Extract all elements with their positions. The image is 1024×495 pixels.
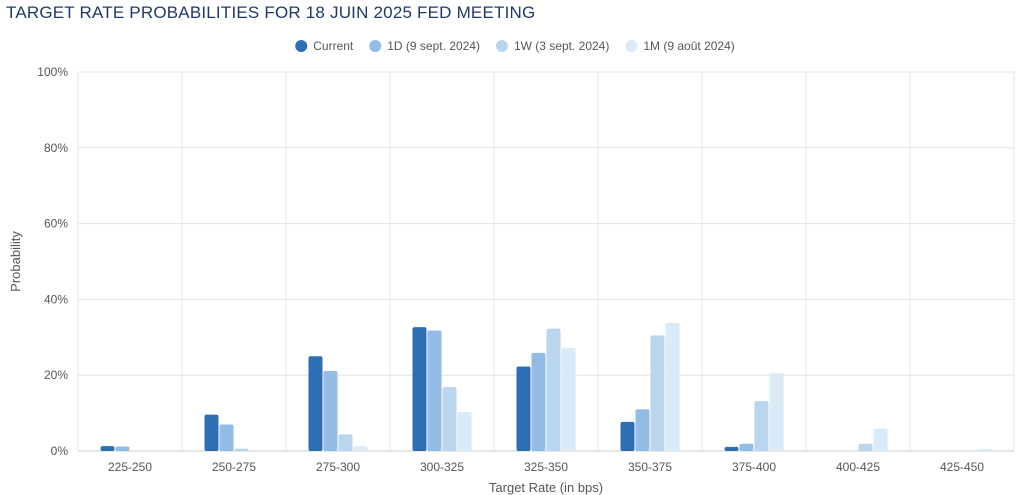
bar[interactable] [442, 386, 457, 451]
x-tick-label: 250-275 [212, 460, 256, 474]
y-tick-label: 20% [44, 368, 68, 382]
legend-label: Current [313, 39, 354, 53]
bar[interactable] [561, 347, 576, 451]
x-axis-title: Target Rate (in bps) [489, 480, 603, 495]
chart-title: TARGET RATE PROBABILITIES FOR 18 JUIN 20… [6, 3, 536, 22]
y-tick-label: 60% [44, 217, 68, 231]
legend-item[interactable]: Current [295, 39, 354, 53]
axis-layer: 0% 20% 40% 60% 80% 100% 225-250 250-275 275-300 3… [37, 65, 984, 474]
bar[interactable] [546, 328, 561, 451]
bar[interactable] [650, 335, 665, 451]
legend-label: 1D (9 sept. 2024) [387, 39, 480, 53]
bar[interactable] [412, 327, 427, 451]
x-tick-label: 375-400 [732, 460, 776, 474]
x-tick-label: 350-375 [628, 460, 672, 474]
bar[interactable] [739, 443, 754, 451]
bar[interactable] [873, 428, 888, 451]
bar[interactable] [635, 409, 650, 451]
bar[interactable] [100, 446, 115, 451]
bar[interactable] [353, 446, 368, 451]
x-tick-label: 300-325 [420, 460, 464, 474]
legend-marker [295, 40, 308, 52]
legend: Current 1D (9 sept. 2024) 1W (3 sept. 2024… [295, 39, 735, 53]
bar[interactable] [620, 421, 635, 451]
bar[interactable] [754, 400, 769, 451]
legend-item[interactable]: 1W (3 sept. 2024) [495, 39, 609, 53]
y-axis-title: Probability [8, 231, 23, 292]
y-tick-label: 40% [44, 292, 68, 306]
y-tick-label: 100% [37, 65, 68, 79]
x-tick-label: 325-350 [524, 460, 568, 474]
bar[interactable] [724, 446, 739, 451]
bar[interactable] [427, 330, 442, 451]
x-tick-label: 225-250 [108, 460, 152, 474]
x-tick-label: 275-300 [316, 460, 360, 474]
bar[interactable] [457, 411, 472, 451]
x-tick-label: 425-450 [940, 460, 984, 474]
legend-marker [625, 40, 638, 52]
bar[interactable] [234, 448, 249, 451]
bar[interactable] [308, 356, 323, 451]
bar[interactable] [665, 322, 680, 451]
y-tick-label: 0% [51, 444, 69, 458]
bar[interactable] [338, 434, 353, 451]
legend-label: 1W (3 sept. 2024) [514, 39, 609, 53]
legend-marker [369, 40, 382, 52]
bar[interactable] [323, 371, 338, 451]
bar[interactable] [858, 443, 873, 451]
bar[interactable] [977, 449, 992, 451]
legend-label: 1M (9 août 2024) [643, 39, 734, 53]
bar[interactable] [204, 414, 219, 451]
bar[interactable] [219, 424, 234, 451]
y-tick-label: 80% [44, 141, 68, 155]
grid-layer [77, 71, 1015, 452]
x-tick-label: 400-425 [836, 460, 880, 474]
bar[interactable] [769, 373, 784, 451]
legend-item[interactable]: 1D (9 sept. 2024) [369, 39, 480, 53]
legend-marker [495, 40, 508, 52]
bar[interactable] [516, 366, 531, 451]
bar[interactable] [115, 446, 130, 451]
bars-layer [100, 322, 992, 451]
bar[interactable] [531, 352, 546, 451]
legend-item[interactable]: 1M (9 août 2024) [625, 39, 735, 53]
